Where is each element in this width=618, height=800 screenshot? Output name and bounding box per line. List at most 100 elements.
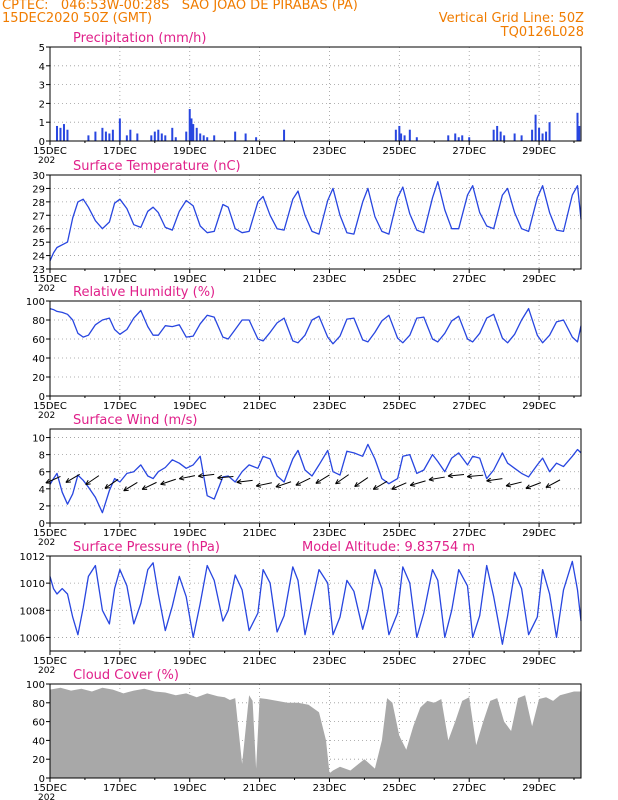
wind-arrow [295,477,311,486]
cloud-cover-frame [49,683,582,779]
wind-arrow-head [275,486,281,489]
precip-bar [59,127,62,141]
wind-arrow-head [505,482,511,487]
wind-arrow-head [65,477,70,483]
precip-bar [129,129,132,141]
wind-arrow-head [505,485,512,488]
precipitation-xtick-label: 29DEC [522,146,556,157]
precip-bar [192,124,195,141]
precipitation-ytick-label: 1 [39,118,45,129]
surface-temperature-ytick-label: 27 [32,211,45,222]
precip-bar [538,127,541,141]
model-altitude-label: Model Altitude: 9.83754 m [302,540,475,555]
precip-bar [548,122,551,141]
precip-bar [62,124,65,141]
header-line-1: CPTEC: 046:53W-00:28S SAO JOAO DE PIRABA… [2,0,358,13]
cloud-cover-xtick-label: 19DEC [173,783,207,794]
surface-temperature-ytick-label: 26 [32,225,45,236]
precipitation-ytick-label: 0 [39,137,45,148]
precipitation-year-stub: 202 [38,156,55,166]
surface-wind-xtick-label: 29DEC [522,528,556,539]
cloud-cover-xtick-label: 17DEC [103,783,137,794]
wind-arrow-head [428,479,434,482]
precipitation-xtick-label: 21DEC [243,146,277,157]
precip-bar [190,118,193,141]
precip-bar [164,135,167,141]
precip-bar [188,109,191,141]
relative-humidity-frame [49,300,582,397]
surface-pressure-year-stub: 202 [38,666,55,676]
wind-arrow [410,480,426,486]
wind-arrow-head [410,484,416,487]
wind-arrow-head [255,482,261,487]
cloud-cover-ytick-label: 80 [32,699,45,710]
surface-temperature-ytick-label: 30 [32,171,45,182]
precipitation-frame [49,46,582,142]
wind-arrow [236,479,253,483]
precip-bar [234,131,237,141]
precip-bar [111,129,114,141]
surface-wind-xtick-label: 19DEC [173,528,207,539]
precip-bar [454,133,457,141]
precipitation-panel [46,46,582,145]
precip-bar [108,133,111,141]
surface-pressure-xtick-label: 27DEC [452,656,486,667]
precip-bar [160,133,163,141]
surface-wind-frame [49,428,582,524]
relative-humidity-ytick-label: 100 [26,297,45,308]
wind-arrow-head [123,489,129,492]
relative-humidity-xtick-label: 17DEC [103,401,137,412]
precip-bar [283,129,286,141]
precipitation-xtick-label: 25DEC [382,146,416,157]
surface-pressure-line [49,560,582,645]
surface-temperature-xtick-label: 25DEC [382,274,416,285]
wind-arrow-head [275,483,280,488]
surface-pressure-panel [46,555,582,655]
wind-arrow [335,474,349,485]
surface-temperature-frame [49,174,582,270]
wind-arrow [104,478,119,489]
wind-arrow [123,481,138,492]
precip-bar [513,133,516,141]
precip-bar [94,131,97,141]
surface-wind-xtick-label: 17DEC [103,528,137,539]
precip-bar [531,129,534,141]
precip-bar [202,135,205,141]
precip-bar [206,137,209,141]
wind-arrow-head [354,481,358,487]
surface-wind-ytick-label: 0 [39,519,45,530]
precip-bar [520,135,523,141]
precip-bar [415,137,418,141]
precip-bar [545,131,548,141]
wind-arrow-head [85,483,91,486]
wind-arrow-head [236,479,242,483]
relative-humidity-xtick-label: 15DEC [33,401,67,412]
wind-arrow-head [198,475,204,479]
surface-wind-year-stub: 202 [38,538,55,548]
precipitation-xtick-label: 17DEC [103,146,137,157]
precipitation-ytick-label: 5 [39,43,45,54]
surface-temperature-xtick-label: 17DEC [103,274,137,285]
surface-temperature-xtick-label: 29DEC [522,274,556,285]
precipitation-ytick-label: 3 [39,81,45,92]
precip-bar [394,129,397,141]
wind-arrow-head [256,485,262,488]
cloud-cover-xtick-label: 23DEC [313,783,347,794]
surface-pressure-title: Surface Pressure (hPa) [73,540,220,555]
precip-bar [157,129,160,141]
surface-pressure-xtick-label: 19DEC [173,656,207,667]
cloud-cover-xtick-label: 15DEC [33,783,67,794]
precip-bar [136,133,139,141]
wind-arrow-head [315,482,321,484]
precip-bar [101,127,104,141]
wind-arrow-head [525,484,530,489]
wind-arrow-head [354,485,360,488]
surface-temperature-line [49,181,582,262]
precip-bar [534,114,537,141]
surface-pressure-frame [49,555,582,652]
precip-bar [125,135,128,141]
cloud-cover-ytick-label: 100 [26,680,45,691]
surface-pressure-xtick-label: 21DEC [243,656,277,667]
precip-bar [118,118,121,141]
